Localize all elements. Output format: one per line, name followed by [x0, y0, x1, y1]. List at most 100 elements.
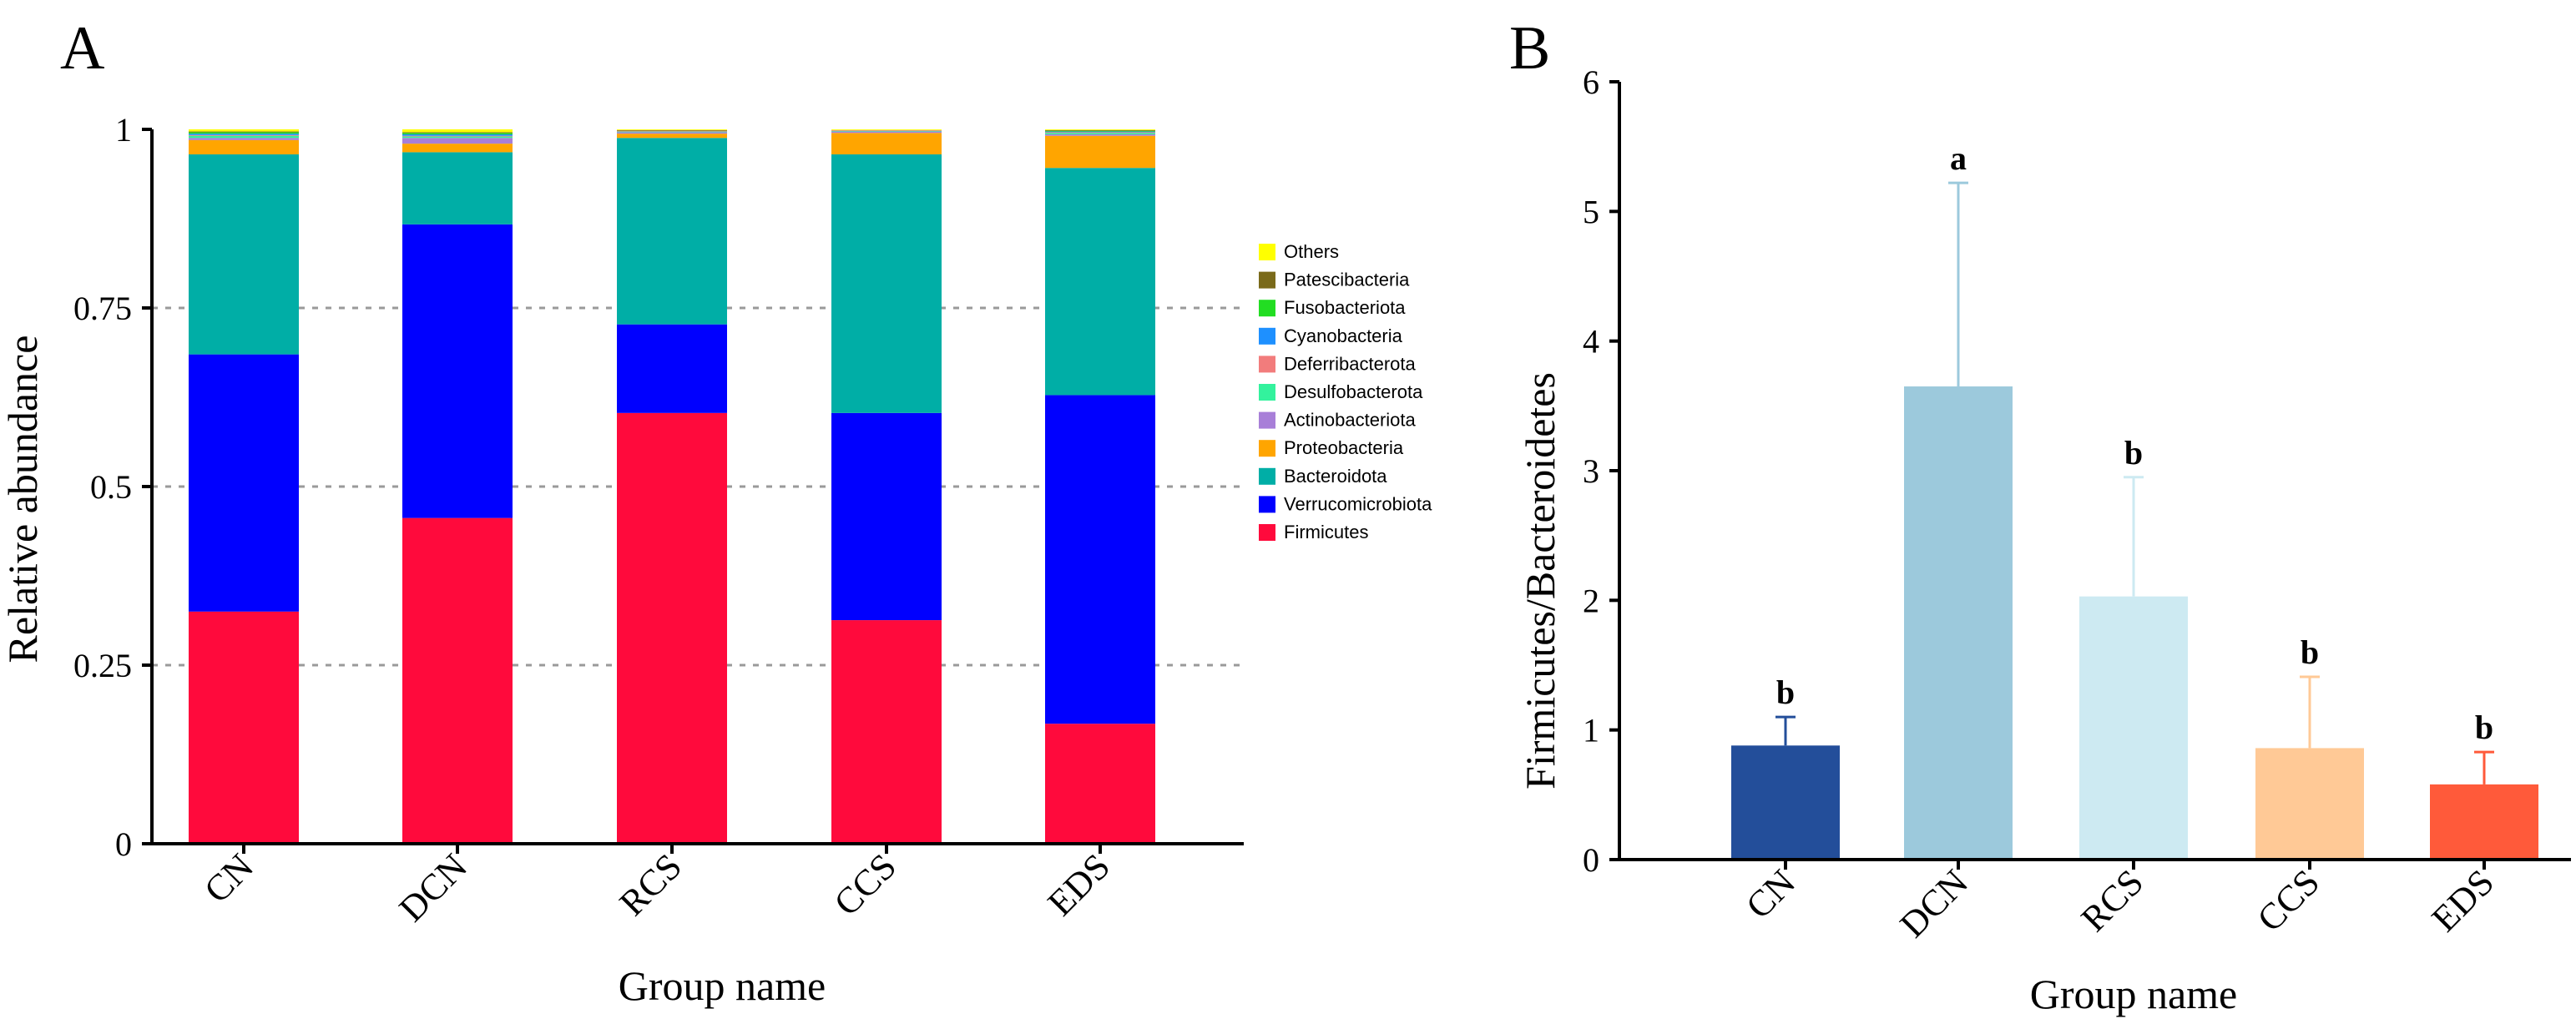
- bar-rcs: [2079, 596, 2188, 860]
- bar-segment-dcn-deferribacterota: [402, 135, 513, 137]
- bar-segment-eds-bacteroidota: [1045, 168, 1155, 396]
- panel-b-ylabel: Firmicutes/Bacteroidetes: [1517, 372, 1563, 789]
- bar-segment-rcs-others: [617, 129, 727, 130]
- panel-b-y-ticks: 0 1 2 3 4 5 6: [1583, 63, 1619, 879]
- legend-swatch-bacteroidota: [1259, 467, 1275, 485]
- bar-segment-cn-verrucomicrobiota: [189, 354, 299, 612]
- bar-segment-eds-desulfobacterota: [1045, 133, 1155, 134]
- panel-a: A 0 0.25 0.5 0.75 1 CN DCN RCS CCS EDS Relative …: [0, 14, 1432, 1009]
- x-tick-label-cn: CN: [196, 845, 261, 911]
- legend-swatch-verrucomicrobiota: [1259, 496, 1275, 513]
- bar-ccs: [2255, 748, 2364, 860]
- bar-dcn: [1904, 386, 2013, 860]
- bar-segment-dcn-cyanobacteria: [402, 134, 513, 136]
- legend-swatch-patescibacteria: [1259, 271, 1275, 289]
- panel-b-significance-letters: b a b b b: [1776, 139, 2493, 746]
- bar-segment-dcn-proteobacteria: [402, 144, 513, 153]
- panel-b-x-ticks: CN DCN RCS CCS EDS: [1738, 860, 2502, 946]
- bar-segment-dcn-bacteroidota: [402, 152, 513, 224]
- panel-a-x-ticks: CN DCN RCS CCS EDS: [196, 844, 1118, 930]
- y-tick-label-0-25: 0.25: [73, 647, 132, 684]
- x-tick-label-dcn: DCN: [1892, 861, 1976, 945]
- panel-b-label: B: [1509, 14, 1550, 83]
- bar-segment-dcn-fusobacteriota: [402, 133, 513, 134]
- bar-segment-rcs-deferribacterota: [617, 130, 727, 132]
- significance-letter-cn: b: [1776, 673, 1795, 711]
- bar-segment-ccs-others: [831, 129, 942, 130]
- y-tick-label-5: 5: [1583, 193, 1599, 230]
- legend-label-firmicutes: Firmicutes: [1284, 522, 1368, 542]
- bar-segment-eds-firmicutes: [1045, 724, 1155, 844]
- panel-b-error-bars: [1775, 181, 2494, 784]
- panel-a-bars: [189, 129, 1155, 844]
- bar-segment-dcn-patescibacteria: [402, 132, 513, 134]
- legend-swatch-deferribacterota: [1259, 356, 1275, 373]
- legend-label-others: Others: [1284, 241, 1339, 262]
- legend-swatch-others: [1259, 244, 1275, 260]
- legend-swatch-cyanobacteria: [1259, 327, 1275, 345]
- legend-swatch-fusobacteriota: [1259, 300, 1275, 317]
- bar-segment-cn-fusobacteriota: [189, 132, 299, 134]
- legend-swatch-firmicutes: [1259, 524, 1275, 541]
- legend-label-fusobacteriota: Fusobacteriota: [1284, 297, 1406, 318]
- bar-segment-eds-actinobacteriota: [1045, 134, 1155, 136]
- bar-segment-ccs-verrucomicrobiota: [831, 412, 942, 621]
- legend-label-cyanobacteria: Cyanobacteria: [1284, 325, 1403, 346]
- bar-segment-eds-verrucomicrobiota: [1045, 395, 1155, 724]
- legend-label-desulfobacterota: Desulfobacterota: [1284, 381, 1423, 402]
- panel-a-xlabel: Group name: [619, 962, 826, 1009]
- legend-label-deferribacterota: Deferribacterota: [1284, 353, 1417, 374]
- y-tick-label-1: 1: [1583, 712, 1599, 749]
- y-tick-label-0: 0: [115, 825, 132, 863]
- y-tick-label-4: 4: [1583, 323, 1599, 361]
- bar-segment-cn-bacteroidota: [189, 154, 299, 355]
- y-tick-label-1: 1: [115, 111, 132, 149]
- bar-segment-dcn-firmicutes: [402, 517, 513, 844]
- bar-segment-dcn-others: [402, 129, 513, 133]
- bar-segment-cn-deferribacterota: [189, 134, 299, 136]
- bar-segment-cn-patescibacteria: [189, 131, 299, 133]
- bar-segment-cn-others: [189, 129, 299, 132]
- y-tick-label-0-5: 0.5: [90, 468, 132, 506]
- bar-segment-rcs-bacteroidota: [617, 138, 727, 325]
- legend-label-proteobacteria: Proteobacteria: [1284, 437, 1404, 458]
- bar-segment-ccs-desulfobacterota: [831, 130, 942, 132]
- bar-eds: [2430, 784, 2538, 860]
- bar-segment-dcn-verrucomicrobiota: [402, 224, 513, 518]
- legend-swatch-proteobacteria: [1259, 440, 1275, 457]
- legend-label-verrucomicrobiota: Verrucomicrobiota: [1284, 493, 1432, 514]
- y-tick-label-0: 0: [1583, 841, 1599, 879]
- y-tick-label-0-75: 0.75: [73, 290, 132, 327]
- x-tick-label-rcs: RCS: [2073, 861, 2151, 939]
- x-tick-label-rcs: RCS: [612, 845, 689, 923]
- panel-a-label: A: [60, 14, 104, 83]
- bar-segment-rcs-verrucomicrobiota: [617, 324, 727, 413]
- panel-a-legend: Others Patescibacteria Fusobacteriota Cyano…: [1259, 241, 1432, 542]
- x-tick-label-cn: CN: [1738, 861, 1803, 926]
- bar-segment-ccs-bacteroidota: [831, 154, 942, 413]
- legend-label-bacteroidota: Bacteroidota: [1284, 466, 1387, 487]
- panel-b-bars: [1731, 386, 2538, 860]
- legend-label-actinobacteriota: Actinobacteriota: [1284, 410, 1417, 431]
- bar-segment-ccs-proteobacteria: [831, 133, 942, 154]
- bar-segment-dcn-desulfobacterota: [402, 136, 513, 139]
- bar-segment-eds-cyanobacteria: [1045, 131, 1155, 133]
- bar-segment-ccs-firmicutes: [831, 620, 942, 844]
- bar-segment-dcn-actinobacteriota: [402, 138, 513, 144]
- x-tick-label-eds: EDS: [2424, 861, 2502, 939]
- bar-segment-cn-proteobacteria: [189, 139, 299, 154]
- legend-label-patescibacteria: Patescibacteria: [1284, 270, 1410, 290]
- panel-a-y-ticks: 0 0.25 0.5 0.75 1: [73, 111, 152, 863]
- x-tick-label-ccs: CCS: [826, 845, 904, 923]
- bar-segment-cn-cyanobacteria: [189, 134, 299, 135]
- y-tick-label-6: 6: [1583, 63, 1599, 101]
- bar-segment-rcs-actinobacteriota: [617, 132, 727, 134]
- bar-cn: [1731, 745, 1840, 860]
- bar-segment-ccs-deferribacterota: [831, 129, 942, 131]
- bar-segment-rcs-firmicutes: [617, 412, 727, 844]
- legend-swatch-desulfobacterota: [1259, 384, 1275, 401]
- bar-segment-rcs-proteobacteria: [617, 134, 727, 139]
- x-tick-label-dcn: DCN: [391, 845, 475, 929]
- significance-letter-eds: b: [2475, 709, 2493, 746]
